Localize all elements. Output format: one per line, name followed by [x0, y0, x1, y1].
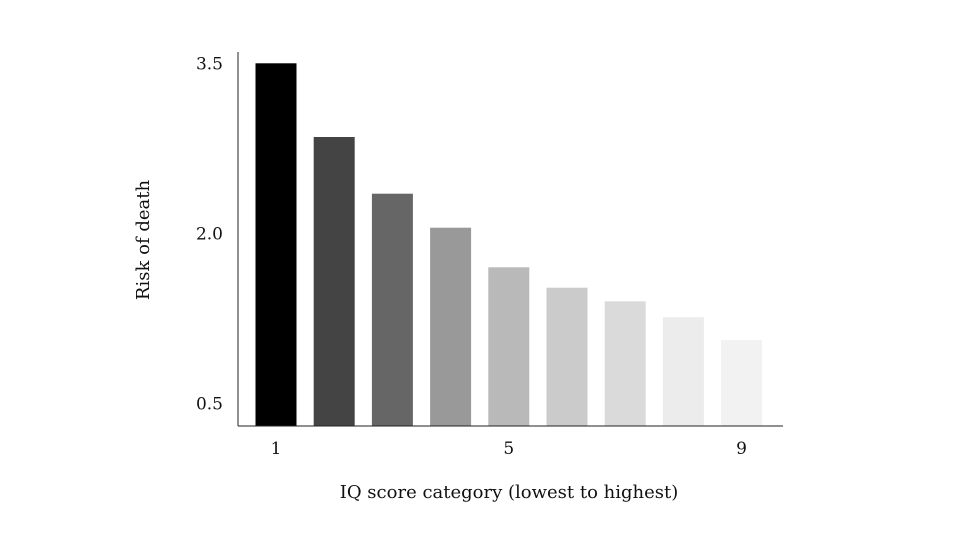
- y-axis-label: Risk of death: [133, 180, 154, 301]
- x-tick-labels: 1 5 9: [271, 439, 747, 459]
- y-tick-labels: 0.5 2.0 3.5: [196, 54, 223, 414]
- bar-3: [371, 193, 413, 426]
- x-tick-label: 9: [736, 439, 747, 459]
- x-tick-label: 1: [271, 439, 282, 459]
- y-tick-label: 0.5: [196, 394, 223, 414]
- y-tick-label: 2.0: [196, 224, 223, 244]
- bar-1: [255, 63, 297, 427]
- bar-9: [721, 339, 763, 426]
- x-tick-label: 5: [503, 439, 514, 459]
- x-axis-label: IQ score category (lowest to highest): [340, 482, 679, 503]
- y-tick-label: 3.5: [196, 54, 223, 74]
- bar-2: [313, 137, 355, 426]
- bar-4: [430, 227, 472, 426]
- bar-7: [604, 301, 646, 426]
- bar-5: [488, 267, 530, 426]
- bars-group: [255, 63, 763, 427]
- bar-6: [546, 287, 588, 426]
- bar-8: [662, 317, 704, 426]
